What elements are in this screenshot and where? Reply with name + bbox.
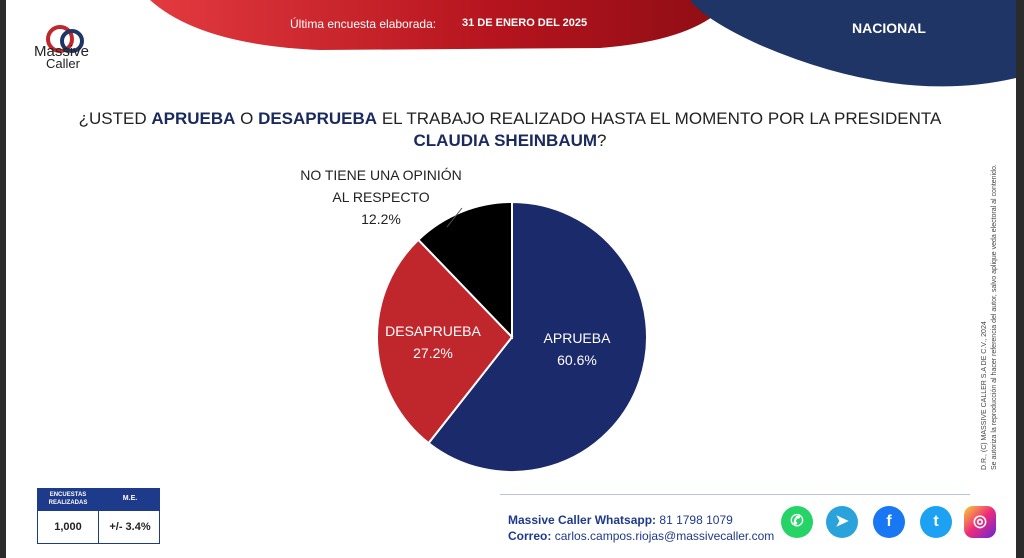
instagram-icon[interactable]: ◎ — [964, 506, 996, 538]
slice-value-aprueba: 60.6% — [557, 352, 597, 368]
whatsapp-number[interactable]: 81 1798 1079 — [659, 513, 733, 527]
stats-header-margin: M.E. — [122, 495, 138, 502]
stats-value-surveys: 1,000 — [54, 521, 82, 533]
telegram-icon[interactable]: ➤ — [826, 506, 858, 538]
question-part3: EL TRABAJO REALIZADO HASTA EL MOMENTO PO… — [377, 109, 942, 128]
slice-label-no-opinion-line2: AL RESPECTO — [332, 189, 429, 205]
survey-label: Última encuesta elaborada: — [290, 17, 437, 31]
twitter-icon[interactable]: t — [920, 506, 952, 538]
stats-header — [38, 489, 159, 511]
contact-email: Correo: carlos.campos.riojas@massivecall… — [508, 529, 774, 543]
logo-text-massive: Massive — [34, 43, 90, 60]
pie-slice-no — [416, 200, 513, 340]
question-part2: O — [235, 109, 259, 128]
contact-whatsapp: Massive Caller Whatsapp: 81 1798 1079 — [508, 513, 733, 527]
copyright-note: D.R., (C) MASSIVE CALLER S.A DE C.V., 20… — [980, 90, 1000, 470]
header-banner — [150, 0, 1016, 87]
logo-text-caller: Caller — [46, 56, 80, 71]
slice-label-aprueba: APRUEBA — [544, 330, 612, 346]
navy-banner-shape — [690, 0, 1016, 87]
sample-stats-box: ENCUESTAS REALIZADAS M.E. 1,000 +/- 3.4% — [37, 488, 160, 544]
facebook-icon[interactable]: f — [873, 506, 905, 538]
whatsapp-label: Massive Caller Whatsapp: — [508, 513, 657, 527]
slice-value-no-opinion: 12.2% — [361, 211, 401, 227]
copyright-line2: Se autoriza la reproducción al hacer ref… — [991, 164, 998, 470]
chart-title: ¿USTED APRUEBA O DESAPRUEBA EL TRABAJO R… — [60, 108, 960, 152]
frame-left — [0, 0, 6, 558]
stats-value-margin: +/- 3.4% — [109, 521, 151, 533]
whatsapp-icon[interactable]: ✆ — [781, 506, 813, 538]
email-label: Correo: — [508, 529, 552, 543]
red-banner-shape — [150, 0, 730, 50]
pie-slice-aprueba — [427, 200, 648, 473]
question-bold-name: CLAUDIA SHEINBAUM — [413, 131, 598, 150]
stats-divider — [98, 511, 99, 543]
footer-divider — [500, 494, 970, 495]
survey-date: 31 DE ENERO DEL 2025 — [462, 17, 588, 29]
email-address[interactable]: carlos.campos.riojas@massivecaller.com — [554, 529, 775, 543]
no-opinion-leader-line — [446, 207, 463, 228]
slice-label-desaprueba: DESAPRUEBA — [385, 323, 481, 339]
stats-header-surveys: ENCUESTAS REALIZADAS — [48, 492, 88, 506]
question-part1: ¿USTED — [78, 109, 152, 128]
pie-slice-desaprueba — [376, 238, 514, 445]
slice-value-desaprueba: 27.2% — [413, 345, 453, 361]
question-bold-desaprueba: DESAPRUEBA — [258, 109, 378, 128]
copyright-line1: D.R., (C) MASSIVE CALLER S.A DE C.V., 20… — [981, 321, 988, 470]
scope-label: NACIONAL — [852, 20, 926, 36]
slice-label-no-opinion-line1: NO TIENE UNA OPINIÓN — [300, 167, 462, 183]
frame-right — [1016, 0, 1024, 558]
question-bold-aprueba: APRUEBA — [151, 109, 236, 128]
question-part4: ? — [597, 131, 607, 150]
massive-caller-logo — [46, 25, 84, 53]
